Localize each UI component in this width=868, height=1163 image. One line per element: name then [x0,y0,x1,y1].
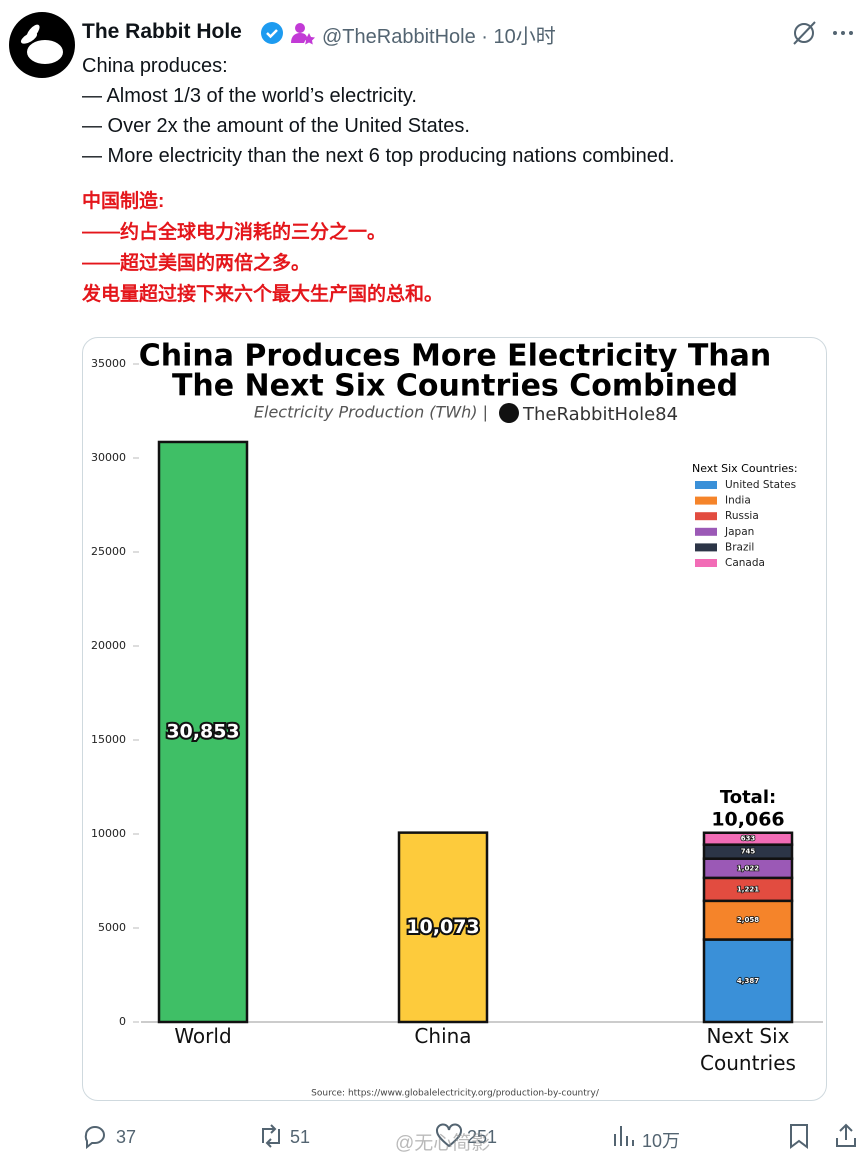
bar [702,899,794,941]
grok-icon[interactable] [790,19,818,47]
chart-brand: TheRabbitHole84 [522,404,678,425]
translation-text: 中国制造: [82,191,165,212]
legend-swatch [695,496,717,505]
x-tick-label: Next Six Countries [700,1024,796,1075]
y-tick-label: 30000 [91,451,126,464]
author-name[interactable]: The Rabbit Hole [82,20,242,43]
views-icon[interactable] [612,1124,636,1148]
x-tick-label: China [414,1024,472,1048]
chart-card[interactable]: China Produces More Electricity Than The… [82,337,827,1101]
legend-label: Canada [725,557,765,569]
x-tick-label: World [174,1024,232,1048]
chart-subtitle: Electricity Production (TWh) | [254,403,488,422]
reply-icon[interactable] [82,1123,108,1149]
chart-title: China Produces More Electricity Than [139,339,772,374]
more-icon[interactable] [832,28,856,38]
tweet-text: — Over 2x the amount of the United State… [82,115,470,137]
value-label: 1,022 [737,864,759,872]
bar [397,831,489,1024]
translation-text: ——约占全球电力消耗的三分之一。 [82,222,387,243]
legend-swatch [695,527,717,536]
y-tick-label: 5000 [98,921,126,934]
value-label: 633 [741,835,756,843]
legend-label: India [725,495,751,507]
view-count: 10万 [642,1131,681,1151]
avatar[interactable] [9,12,75,78]
tweet-text: — Almost 1/3 of the world’s electricity. [82,85,417,107]
y-tick-label: 15000 [91,733,126,746]
total-label: Total: [720,787,776,808]
share-icon[interactable] [834,1122,858,1148]
value-label: 1,221 [737,885,759,893]
total-value: 10,066 [711,809,784,831]
verified-badge [261,22,283,44]
legend-label: Brazil [725,541,754,553]
tweet-text: China produces: [82,55,228,77]
tweet-text: — More electricity than the next 6 top p… [82,145,675,167]
like-count: 251 [467,1127,498,1147]
affiliate-icon [291,23,315,45]
y-tick-label: 35000 [91,357,126,370]
legend-label: Japan [724,526,754,538]
chart-source: Source: https://www.globalelectricity.or… [311,1089,600,1099]
y-tick-label: 25000 [91,545,126,558]
legend-label: United States [725,479,796,491]
reply-count: 37 [116,1127,137,1147]
legend-swatch [695,543,717,552]
y-tick-label: 10000 [91,827,126,840]
legend-title: Next Six Countries: [692,462,798,475]
repost-icon[interactable] [257,1123,285,1149]
translation-text: ——超过美国的两倍之多。 [82,253,311,274]
value-label: 4,387 [737,977,759,985]
value-label: 10,073 [406,916,479,938]
translation-text: 发电量超过接下来六个最大生产国的总和。 [82,284,444,305]
bar [702,831,794,846]
chart-title: The Next Six Countries Combined [172,369,738,404]
value-label: 745 [741,848,756,856]
repost-count: 51 [290,1127,311,1147]
brand-logo [499,403,519,423]
watermark: @无心简影 [395,1133,491,1154]
legend-swatch [695,512,717,521]
legend-swatch [695,481,717,489]
y-tick-label: 20000 [91,639,126,652]
y-tick-label: 0 [119,1015,126,1028]
value-label: 2,058 [737,916,759,924]
legend-swatch [695,559,717,567]
chart: China Produces More Electricity Than The… [91,339,823,1099]
handle-time: @TheRabbitHole · 10小时 [322,26,556,48]
value-label: 30,853 [166,720,239,742]
bookmark-icon[interactable] [788,1123,810,1149]
legend-label: Russia [725,510,759,522]
like-icon[interactable] [435,1123,463,1149]
bar [157,440,249,1024]
